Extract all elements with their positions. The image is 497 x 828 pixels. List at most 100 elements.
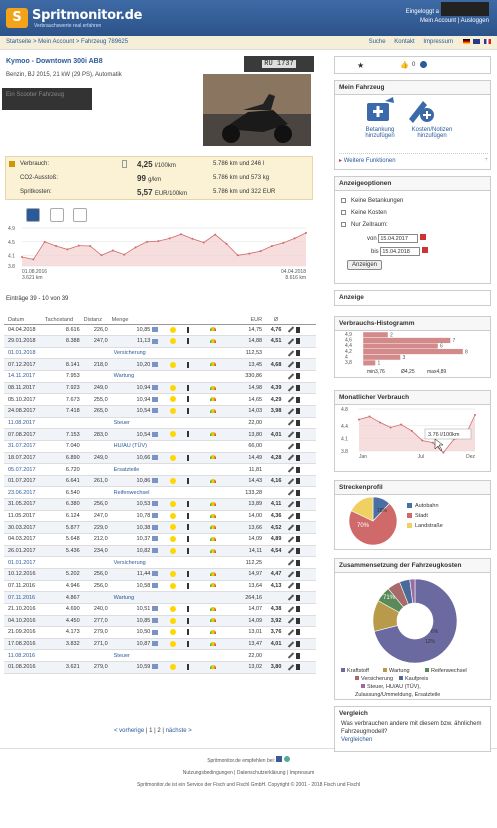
delete-icon[interactable] <box>296 594 301 601</box>
co2-chart-tab-icon[interactable] <box>73 208 88 222</box>
monthly-chart[interactable]: 4.8 4.4 4.1 3.8 Jan Jul Dez 3.76 l/100km <box>335 403 490 471</box>
logo-text[interactable]: Spritmonitor.de <box>32 8 143 23</box>
col-date[interactable]: Datum <box>4 316 45 325</box>
from-date-input[interactable]: 15.04.2017 <box>378 234 419 244</box>
delete-icon[interactable] <box>296 536 301 543</box>
cost-chart-tab-icon[interactable] <box>49 208 64 222</box>
calendar-icon[interactable] <box>420 234 427 241</box>
delete-icon[interactable] <box>296 361 301 368</box>
table-row[interactable]: 05.10.2017 7.673 255,0 10,94 14,65 4,29 <box>4 393 316 406</box>
col-odometer[interactable]: Tachostand <box>44 316 84 325</box>
route-pie-chart[interactable]: 70% 18% Autobahn Stadt Landstraße <box>335 493 490 551</box>
logo-icon[interactable]: S <box>6 8 28 28</box>
add-fuel-icon[interactable] <box>365 97 395 125</box>
table-row[interactable]: 08.11.2017 7.923 249,0 10,94 14,98 4,39 <box>4 382 316 395</box>
delete-icon[interactable] <box>296 419 301 426</box>
table-row[interactable]: 31.05.2017 6.380 256,0 10,53 13,89 4,11 <box>4 498 316 511</box>
checkbox[interactable] <box>341 222 346 228</box>
table-row[interactable]: 04.03.2017 5.648 212,0 10,37 14,09 4,89 <box>4 533 316 546</box>
checkbox[interactable] <box>341 198 346 203</box>
delete-icon[interactable] <box>296 396 301 403</box>
option-no-cost[interactable]: Keine Kosten <box>341 210 484 216</box>
table-row[interactable]: 05.07.2017 6.720 Ersatzteile 11,81 <box>4 463 316 476</box>
table-row[interactable]: 01.01.2017 Versicherung 112,25 <box>4 556 316 569</box>
delete-icon[interactable] <box>296 547 301 554</box>
delete-icon[interactable] <box>296 501 301 508</box>
flag-en-icon[interactable] <box>473 39 481 44</box>
add-cost-icon[interactable] <box>405 97 435 125</box>
nav-imprint-link[interactable]: Impressum <box>423 39 453 46</box>
table-row[interactable]: 29.01.2018 8.388 247,0 11,13 14,88 4,51 <box>4 335 316 348</box>
account-links[interactable]: Mein Account | Ausloggen <box>420 18 489 24</box>
info-icon[interactable] <box>420 61 427 68</box>
delete-icon[interactable] <box>296 582 301 589</box>
table-row[interactable]: 01.07.2017 6.641 261,0 10,86 14,43 4,16 <box>4 475 316 488</box>
table-row[interactable]: 11.08.2016 Steuer 22,00 <box>4 649 316 663</box>
table-row[interactable]: 04.10.2016 4.450 277,0 10,85 14,09 3,92 <box>4 615 316 628</box>
table-row[interactable]: 23.06.2017 6.540 Reifenwechsel 133,28 <box>4 486 316 500</box>
delete-icon[interactable] <box>296 350 301 357</box>
delete-icon[interactable] <box>296 641 301 648</box>
vehicle-photo[interactable] <box>203 74 311 146</box>
table-row[interactable]: 18.07.2017 6.890 249,0 10,66 14,49 4,28 <box>4 452 316 465</box>
table-row[interactable]: 30.03.2017 5.877 229,0 10,38 13,66 4,52 <box>4 521 316 535</box>
col-avg[interactable]: Ø <box>262 316 291 325</box>
option-period[interactable]: Nur Zeitraum: <box>341 222 484 228</box>
nav-contact-link[interactable]: Kontakt <box>394 39 415 46</box>
table-row[interactable]: 07.11.2016 4.867 Wartung 264,16 <box>4 591 316 604</box>
table-row[interactable]: 14.11.2017 7.953 Wartung 330,86 <box>4 370 316 383</box>
table-row[interactable]: 01.01.2018 Versicherung 112,53 <box>4 347 316 360</box>
delete-icon[interactable] <box>296 489 301 496</box>
table-row[interactable]: 11.05.2017 6.124 247,0 10,78 14,00 4,36 <box>4 510 316 523</box>
to-date-input[interactable]: 15.04.2018 <box>380 247 421 257</box>
table-row[interactable]: 31.07.2017 7.040 HU/AU (TÜV) 66,00 <box>4 440 316 453</box>
table-row[interactable]: 21.09.2016 4.173 279,0 10,50 13,01 3,76 <box>4 626 316 639</box>
delete-icon[interactable] <box>296 664 301 671</box>
table-row[interactable]: 07.08.2017 7.153 283,0 10,54 13,80 4,01 <box>4 428 316 441</box>
delete-icon[interactable] <box>296 431 301 438</box>
share-icon[interactable] <box>283 756 290 762</box>
next-page-link[interactable]: nächste > <box>165 728 192 734</box>
prev-page-link[interactable]: < vorherige <box>114 728 145 734</box>
apply-button[interactable]: Anzeigen <box>347 260 383 271</box>
breadcrumb[interactable]: Startseite > Mein Account > Fahrzeug 789… <box>6 39 129 45</box>
add-cost-link[interactable]: Kosten/Notizen hinzufügen <box>411 127 453 139</box>
compare-link[interactable]: Vergleichen <box>341 737 373 743</box>
flag-fr-icon[interactable] <box>484 39 491 44</box>
calendar-icon[interactable] <box>422 247 429 254</box>
delete-icon[interactable] <box>296 326 301 333</box>
delete-icon[interactable] <box>296 338 301 345</box>
delete-icon[interactable] <box>296 652 301 659</box>
more-functions[interactable]: ▸ Weitere Funktionen + <box>339 153 488 164</box>
plus-icon[interactable]: + <box>484 157 488 163</box>
footer-links[interactable]: Nutzungsbedingungen | Datenschutzerkläru… <box>182 770 315 776</box>
cost-donut-chart[interactable]: 71% 12% 6% Kraftstoff Wartung Reifenwechsel Ve… <box>335 571 490 699</box>
delete-icon[interactable] <box>296 443 301 450</box>
nav-search-link[interactable]: Suche <box>368 39 386 46</box>
delete-icon[interactable] <box>296 617 301 624</box>
checkbox[interactable] <box>341 210 346 216</box>
table-row[interactable]: 24.08.2017 7.418 265,0 10,54 14,03 3,98 <box>4 405 316 418</box>
table-row[interactable]: 01.08.2016 3.621 279,0 10,59 13,02 3,80 <box>4 661 316 674</box>
delete-icon[interactable] <box>296 466 301 473</box>
delete-icon[interactable] <box>296 513 301 520</box>
table-row[interactable]: 26.01.2017 5.436 234,0 10,82 14,11 4,54 <box>4 545 316 558</box>
delete-icon[interactable] <box>296 478 301 485</box>
page-numbers[interactable]: | 1 | 2 | <box>145 728 164 734</box>
anzeige-box[interactable]: Anzeige <box>334 290 491 306</box>
delete-icon[interactable] <box>296 454 301 461</box>
col-amount[interactable]: Menge <box>111 316 153 325</box>
histogram-chart[interactable]: 3,844,24,44,64,9 1 3 8 6 7 2 min3,76 Ø4,25 max4,8… <box>335 329 490 377</box>
fuel-chart-tab-icon[interactable] <box>26 208 40 222</box>
table-row[interactable]: 07.11.2016 4.946 256,0 10,58 13,64 4,13 <box>4 580 316 593</box>
flag-de-icon[interactable] <box>462 39 470 44</box>
delete-icon[interactable] <box>296 571 301 578</box>
col-distance[interactable]: Distanz <box>83 316 112 325</box>
delete-icon[interactable] <box>296 408 301 415</box>
delete-icon[interactable] <box>296 629 301 636</box>
table-row[interactable]: 17.08.2016 3.832 271,0 10,87 13,47 4,01 <box>4 638 316 651</box>
delete-icon[interactable] <box>296 524 301 531</box>
delete-icon[interactable] <box>296 373 301 380</box>
option-no-fuel[interactable]: Keine Betankungen <box>341 198 484 204</box>
